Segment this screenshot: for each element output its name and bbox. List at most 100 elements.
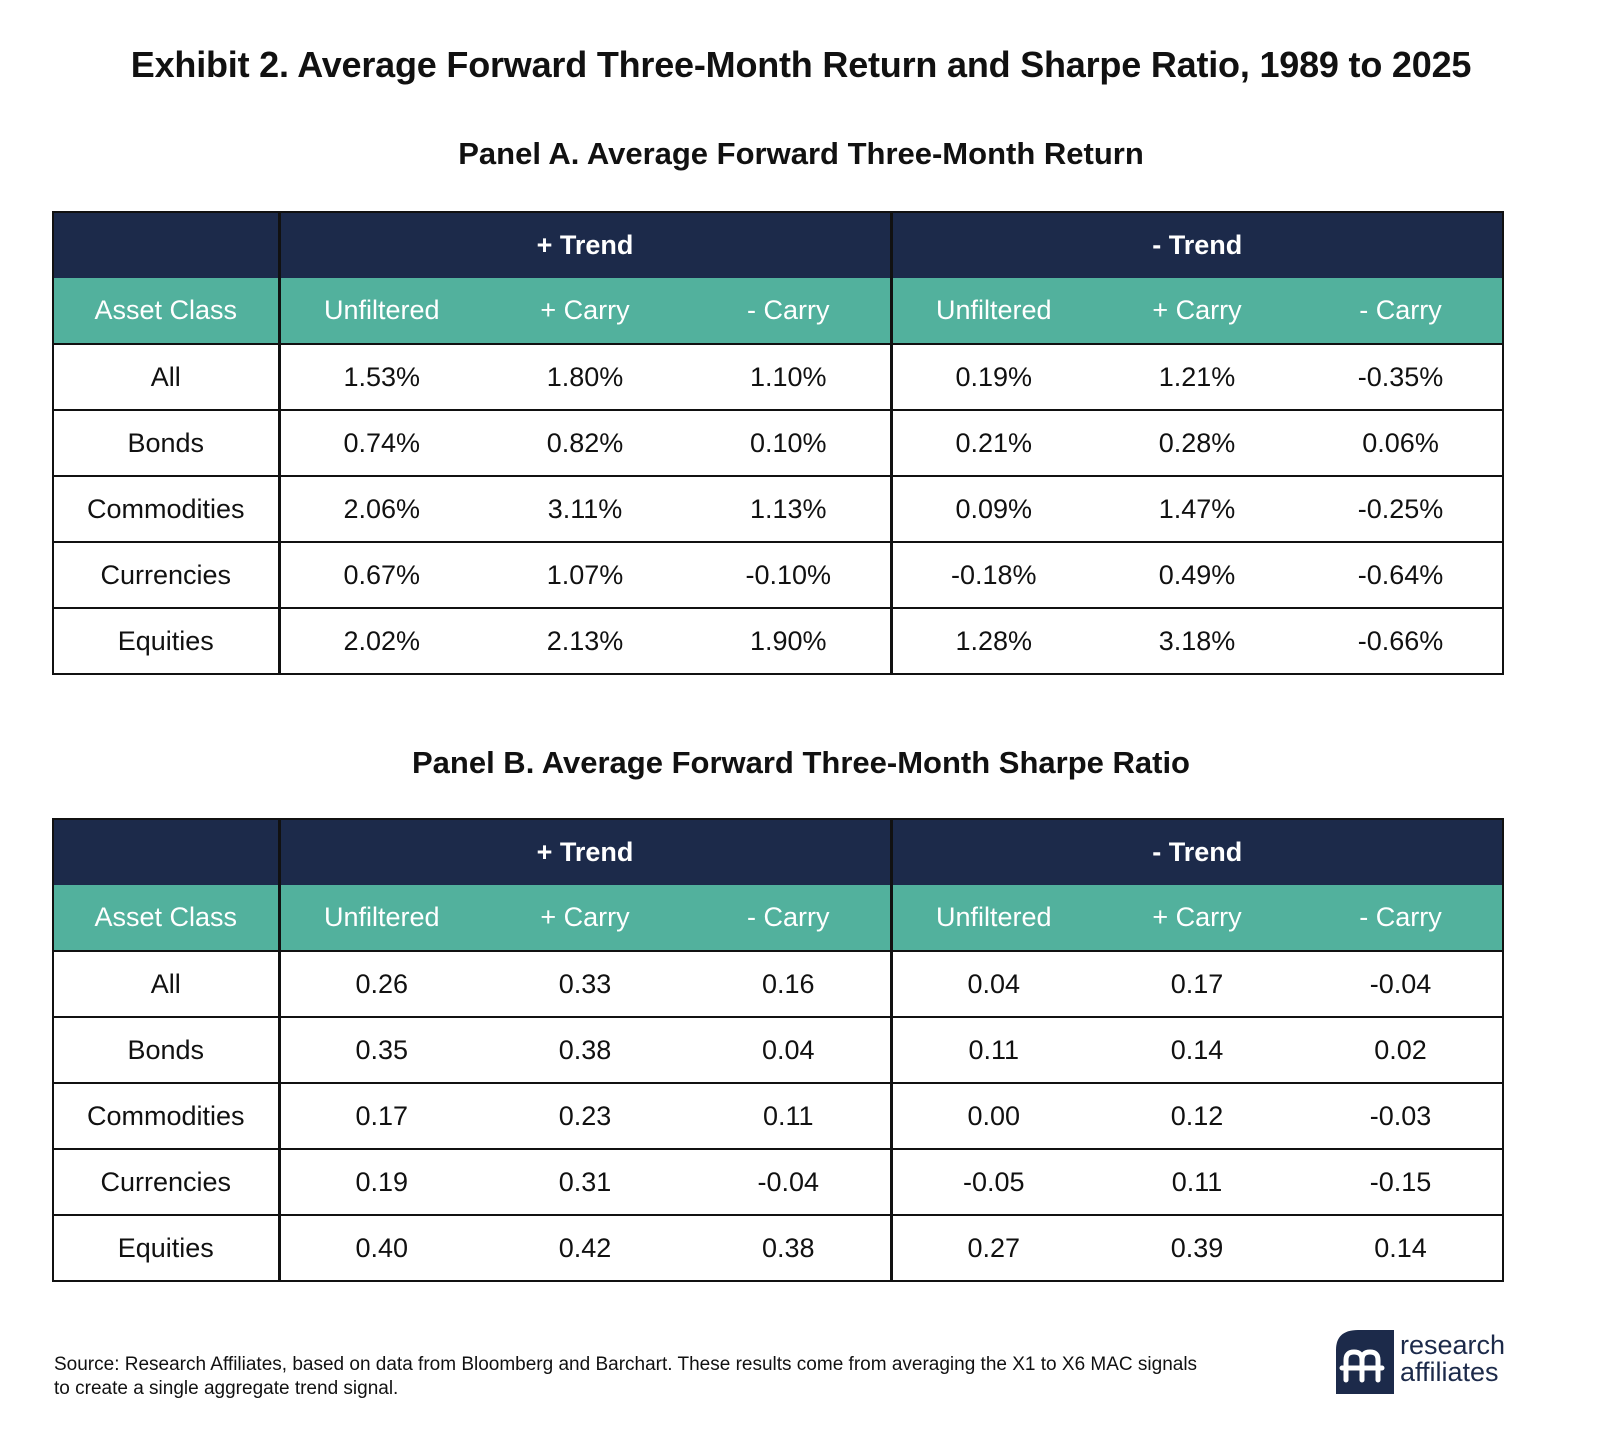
table-row: Commodities 2.06% 3.11% 1.13% 0.09% 1.47% -0.2… xyxy=(53,475,1504,542)
value-cell: 0.14 xyxy=(1299,1214,1504,1281)
value-cell: 1.13% xyxy=(687,475,892,542)
value-cell: -0.66% xyxy=(1299,607,1504,674)
value-cell: 0.42 xyxy=(483,1214,687,1281)
column-header-minus-carry: - Carry xyxy=(687,278,892,344)
column-header-unfiltered: Unfiltered xyxy=(277,885,483,951)
asset-class-cell: Commodities xyxy=(53,1082,279,1149)
value-cell: 0.39 xyxy=(1095,1214,1300,1281)
table-row: Bonds 0.35 0.38 0.04 0.11 0.14 0.02 xyxy=(53,1016,1504,1083)
column-header-unfiltered: Unfiltered xyxy=(277,278,483,344)
value-cell: 2.02% xyxy=(277,607,483,674)
asset-class-cell: Currencies xyxy=(53,541,279,608)
column-header-plus-carry: + Carry xyxy=(1095,885,1300,951)
column-header-plus-carry: + Carry xyxy=(483,278,687,344)
table-row: Currencies 0.19 0.31 -0.04 -0.05 0.11 -0.15 xyxy=(53,1148,1504,1215)
column-header-unfiltered: Unfiltered xyxy=(889,278,1096,344)
table-row: Commodities 0.17 0.23 0.11 0.00 0.12 -0.03 xyxy=(53,1082,1504,1149)
source-note: Source: Research Affiliates, based on da… xyxy=(54,1354,1198,1399)
value-cell: -0.35% xyxy=(1299,343,1504,410)
table-row: Equities 0.40 0.42 0.38 0.27 0.39 0.14 xyxy=(53,1214,1504,1281)
asset-class-cell: Equities xyxy=(53,607,279,674)
value-cell: 0.04 xyxy=(889,950,1096,1017)
table-row: All 1.53% 1.80% 1.10% 0.19% 1.21% -0.35% xyxy=(53,343,1504,410)
group-header-row: + Trend - Trend xyxy=(53,212,1504,278)
value-cell: 0.67% xyxy=(277,541,483,608)
group-negative-trend: - Trend xyxy=(889,212,1504,278)
exhibit-title: Exhibit 2. Average Forward Three-Month R… xyxy=(130,44,1472,85)
panel-a-title: Panel A. Average Forward Three-Month Ret… xyxy=(458,136,1144,171)
value-cell: -0.10% xyxy=(687,541,892,608)
value-cell: 0.27 xyxy=(889,1214,1096,1281)
asset-class-cell: Equities xyxy=(53,1214,279,1281)
value-cell: 1.53% xyxy=(277,343,483,410)
corner-cell xyxy=(53,212,281,278)
column-header-minus-carry: - Carry xyxy=(1299,278,1504,344)
logo-line-1: research xyxy=(1400,1330,1506,1360)
value-cell: 0.11 xyxy=(889,1016,1096,1083)
value-cell: -0.05 xyxy=(889,1148,1096,1215)
value-cell: -0.03 xyxy=(1299,1082,1504,1149)
panel-b-table: + Trend - Trend Asset Class Unfiltered +… xyxy=(52,818,1505,1282)
value-cell: 0.06% xyxy=(1299,409,1504,476)
value-cell: 1.47% xyxy=(1095,475,1300,542)
table-row: Currencies 0.67% 1.07% -0.10% -0.18% 0.49% -0.… xyxy=(53,541,1504,608)
value-cell: 1.10% xyxy=(687,343,892,410)
research-affiliates-logo: research affiliates xyxy=(1328,1328,1508,1398)
value-cell: 0.26 xyxy=(277,950,483,1017)
asset-class-cell: All xyxy=(53,343,279,410)
asset-class-cell: Currencies xyxy=(53,1148,279,1215)
value-cell: 0.12 xyxy=(1095,1082,1300,1149)
panel-a-table: + Trend - Trend Asset Class Unfiltered +… xyxy=(52,211,1505,675)
group-positive-trend: + Trend xyxy=(279,819,892,885)
panel-b-title: Panel B. Average Forward Three-Month Sha… xyxy=(411,745,1190,780)
column-header-asset-class: Asset Class xyxy=(53,885,279,951)
value-cell: 1.21% xyxy=(1095,343,1300,410)
column-header-plus-carry: + Carry xyxy=(1095,278,1300,344)
panel-a-rows: All 1.53% 1.80% 1.10% 0.19% 1.21% -0.35% Bonds 0… xyxy=(53,343,1504,674)
value-cell: 0.38 xyxy=(483,1016,687,1083)
column-header-plus-carry: + Carry xyxy=(483,885,687,951)
column-header-asset-class: Asset Class xyxy=(53,278,279,344)
research-affiliates-logo-icon xyxy=(1336,1330,1394,1394)
value-cell: 0.14 xyxy=(1095,1016,1300,1083)
value-cell: -0.64% xyxy=(1299,541,1504,608)
asset-class-cell: Commodities xyxy=(53,475,279,542)
value-cell: -0.25% xyxy=(1299,475,1504,542)
value-cell: 0.23 xyxy=(483,1082,687,1149)
value-cell: -0.04 xyxy=(687,1148,892,1215)
value-cell: 0.04 xyxy=(687,1016,892,1083)
value-cell: 0.49% xyxy=(1095,541,1300,608)
value-cell: 1.90% xyxy=(687,607,892,674)
group-negative-trend: - Trend xyxy=(889,819,1504,885)
value-cell: 0.00 xyxy=(889,1082,1096,1149)
column-header-minus-carry: - Carry xyxy=(1299,885,1504,951)
logo-wordmark: research affiliates xyxy=(1400,1332,1505,1386)
table-row: Equities 2.02% 2.13% 1.90% 1.28% 3.18% -0.66% xyxy=(53,607,1504,674)
value-cell: 0.17 xyxy=(277,1082,483,1149)
value-cell: 0.19% xyxy=(889,343,1096,410)
value-cell: 2.06% xyxy=(277,475,483,542)
column-header-row: Asset Class Unfiltered + Carry - Carry U… xyxy=(53,278,1504,344)
value-cell: 0.35 xyxy=(277,1016,483,1083)
value-cell: -0.15 xyxy=(1299,1148,1504,1215)
logo-line-2: affiliates xyxy=(1400,1357,1499,1387)
value-cell: 0.21% xyxy=(889,409,1096,476)
value-cell: 1.80% xyxy=(483,343,687,410)
table-row: All 0.26 0.33 0.16 0.04 0.17 -0.04 xyxy=(53,950,1504,1017)
panel-b-rows: All 0.26 0.33 0.16 0.04 0.17 -0.04 Bonds 0.35 0.3… xyxy=(53,950,1504,1281)
table-row: Bonds 0.74% 0.82% 0.10% 0.21% 0.28% 0.06% xyxy=(53,409,1504,476)
group-positive-trend: + Trend xyxy=(279,212,892,278)
value-cell: 0.02 xyxy=(1299,1016,1504,1083)
value-cell: 0.09% xyxy=(889,475,1096,542)
corner-cell xyxy=(53,819,281,885)
value-cell: 3.18% xyxy=(1095,607,1300,674)
value-cell: 0.17 xyxy=(1095,950,1300,1017)
value-cell: 0.11 xyxy=(687,1082,892,1149)
value-cell: 0.31 xyxy=(483,1148,687,1215)
value-cell: 0.82% xyxy=(483,409,687,476)
value-cell: -0.18% xyxy=(889,541,1096,608)
value-cell: 0.16 xyxy=(687,950,892,1017)
value-cell: 3.11% xyxy=(483,475,687,542)
value-cell: 0.33 xyxy=(483,950,687,1017)
value-cell: 0.19 xyxy=(277,1148,483,1215)
